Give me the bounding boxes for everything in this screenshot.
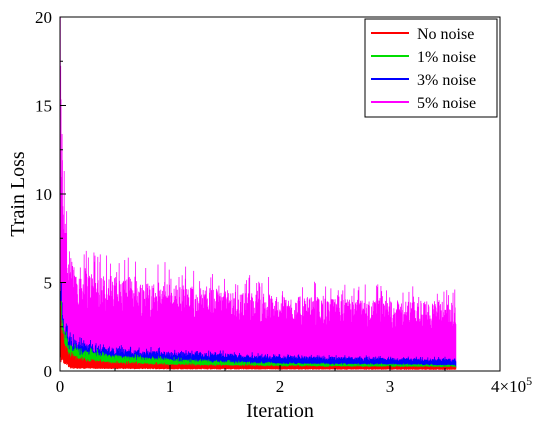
legend-box <box>364 18 498 118</box>
x-axis-label: Iteration <box>246 400 314 422</box>
x-tick-label-0: 0 <box>56 377 65 396</box>
x-tick-label-3: 3 <box>386 377 395 396</box>
ticks-layer: 0 1 2 3 0 5 10 15 20 <box>35 8 446 396</box>
x-axis-multiplier: 4×105 <box>491 374 532 396</box>
legend-label-1: 1% noise <box>417 49 476 66</box>
x-tick-label-1: 1 <box>166 377 175 396</box>
y-tick-label-1: 5 <box>44 274 53 293</box>
y-axis-label: Train Loss <box>7 151 29 237</box>
x-multiplier-exponent: 5 <box>526 374 532 388</box>
legend-label-0: No noise <box>417 26 474 43</box>
y-tick-label-2: 10 <box>35 185 52 204</box>
x-tick-label-2: 2 <box>276 377 285 396</box>
y-tick-label-0: 0 <box>44 362 53 381</box>
x-multiplier-base: 4×10 <box>491 377 526 396</box>
legend: No noise 1% noise 3% noise 5% noise <box>364 18 498 118</box>
y-tick-label-4: 20 <box>35 8 52 27</box>
y-tick-label-3: 15 <box>35 97 52 116</box>
legend-label-3: 5% noise <box>417 95 476 112</box>
legend-label-2: 3% noise <box>417 72 476 89</box>
